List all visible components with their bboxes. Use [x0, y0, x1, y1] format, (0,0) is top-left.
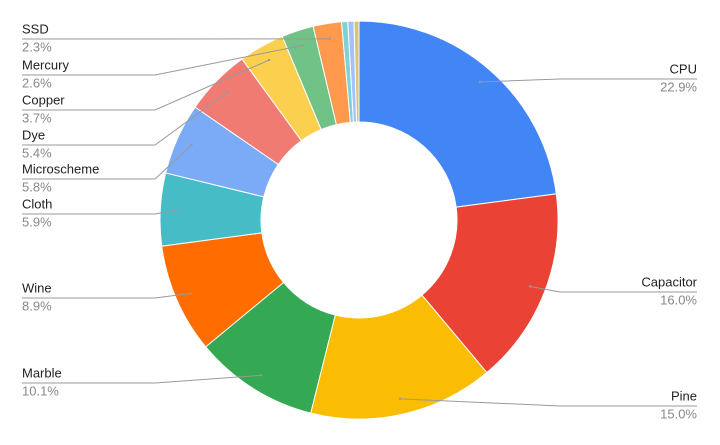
slice-value-label: 10.1%	[22, 383, 59, 398]
slice-value-label: 5.8%	[22, 179, 52, 194]
leader-line	[529, 285, 697, 293]
slice	[421, 193, 559, 374]
leader-line	[22, 144, 192, 180]
leader-line	[22, 292, 191, 299]
leader-line	[22, 209, 176, 215]
leader-dot	[174, 209, 177, 212]
slice-label: Marble	[22, 365, 62, 380]
slice-label: SSD	[22, 21, 49, 36]
slice-value-label: 5.4%	[22, 145, 52, 160]
leader-dot	[226, 90, 229, 94]
slice-value-label: 3.7%	[22, 110, 52, 125]
slice-value-label: 5.9%	[22, 214, 52, 229]
slice-label: Capacitor	[641, 274, 697, 289]
slice	[358, 20, 557, 208]
leader-dot	[189, 292, 193, 295]
slice-value-label: 22.9%	[660, 79, 697, 94]
slice-label: Microscheme	[22, 161, 99, 176]
slice-label: Dye	[22, 127, 45, 142]
slice-value-label: 16.0%	[660, 292, 697, 307]
slice-value-label: 15.0%	[660, 406, 697, 421]
slice-value-label: 2.3%	[22, 39, 52, 54]
slice-label: Wine	[22, 280, 52, 295]
slice	[353, 20, 360, 123]
leader-line	[479, 78, 697, 83]
leader-dot	[528, 285, 532, 288]
leader-dot	[259, 374, 263, 377]
leader-dot	[398, 397, 402, 401]
slice-label: Pine	[671, 388, 697, 403]
slice-label: Mercury	[22, 57, 69, 72]
leader-line	[400, 398, 697, 407]
leader-dot	[328, 37, 331, 41]
leader-line	[22, 91, 228, 146]
slice-label: CPU	[670, 61, 697, 76]
leader-dot	[301, 44, 304, 47]
slice-label: Copper	[22, 92, 65, 107]
slice-value-label: 8.9%	[22, 298, 52, 313]
leader-dot	[190, 143, 193, 147]
slice-value-label: 2.6%	[22, 75, 52, 90]
slice-label: Cloth	[22, 196, 52, 211]
leader-dot	[478, 80, 482, 84]
leader-line	[22, 374, 262, 384]
leader-dot	[267, 58, 271, 62]
leader-line	[22, 44, 303, 76]
leader-line	[22, 59, 270, 111]
